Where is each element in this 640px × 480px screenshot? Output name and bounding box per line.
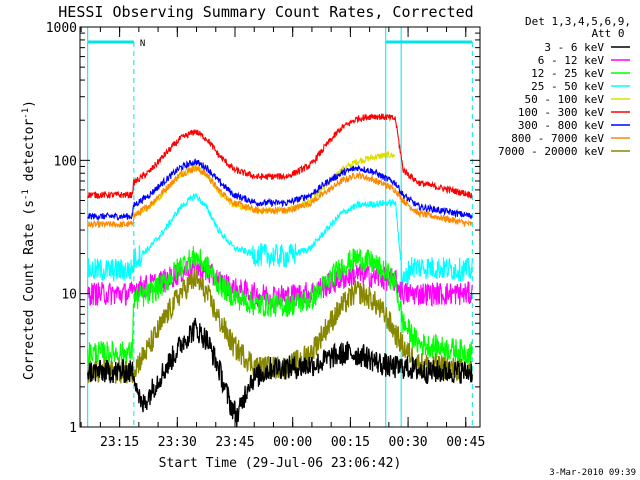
series-line-5 [87,113,473,200]
y-axis-label-sup2: -1 [21,108,31,119]
legend-header-attenuator: Att 0 [591,27,624,40]
plot-frame [79,26,481,428]
x-tick-label: 00:15 [331,435,370,450]
legend-entry-label: 7000 - 20000 keV [498,145,604,158]
legend-entry-label: 3 - 6 keV [544,41,604,54]
y-tick-label: 10 [61,288,77,303]
x-axis-label: Start Time (29-Jul-06 23:06:42) [159,456,402,471]
legend-entry-label: 800 - 7000 keV [511,132,604,145]
x-tick-label: 23:15 [100,435,139,450]
y-tick-label: 100 [54,154,77,169]
series-line-3 [87,193,473,285]
legend-header-detectors: Det 1,3,4,5,6,9, [525,15,631,28]
series-line-7 [87,163,473,229]
chart-title: HESSI Observing Summary Count Rates, Cor… [58,3,473,21]
night-marker-label: N [140,39,145,49]
x-tick-label: 00:30 [389,435,428,450]
y-axis-label-mid: detector [22,119,37,190]
series-layer [87,113,473,427]
x-tick-label: 00:45 [446,435,485,450]
x-tick-label: 23:30 [158,435,197,450]
series-line-6 [87,158,473,222]
x-tick-label: 23:45 [215,435,254,450]
y-tick-label: 1 [69,421,77,436]
legend-entry-label: 300 - 800 keV [518,119,604,132]
legend-entry-label: 12 - 25 keV [531,67,604,80]
y-axis-label-end: ) [22,100,37,108]
legend-entry-label: 50 - 100 keV [525,93,605,106]
x-tick-label: 00:00 [273,435,312,450]
axes: 1 10 100 1000 23:15 23:30 23:45 00:00 00:15 00:30… [46,21,486,450]
y-axis-label: Corrected Count Rate (s-1 detector-1) [21,100,37,380]
legend-entry-label: 100 - 300 keV [518,106,604,119]
y-axis-label-main: Corrected Count Rate (s [22,200,37,380]
legend-entry-label: 25 - 50 keV [531,80,604,93]
y-tick-label: 1000 [46,21,77,36]
y-axis-label-sup1: -1 [21,189,31,200]
series-line-0 [87,317,473,427]
timestamp: 3-Mar-2010 09:39 [549,468,636,478]
legend-entry-label: 6 - 12 keV [538,54,605,67]
series-line-2 [87,246,473,366]
